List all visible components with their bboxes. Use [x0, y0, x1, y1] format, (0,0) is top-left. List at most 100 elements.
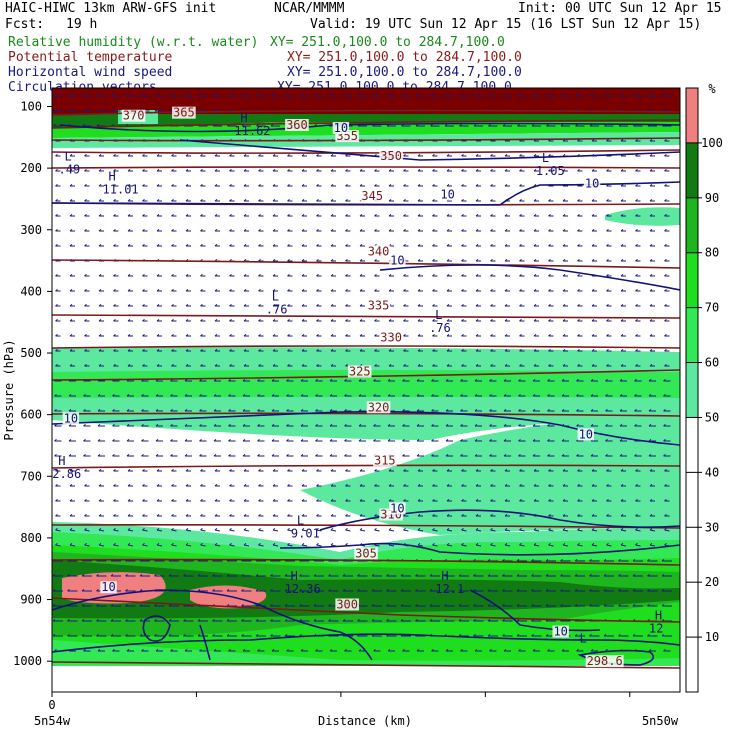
vector-arrow-head [258, 229, 261, 232]
vector-arrow-head [301, 364, 305, 367]
vector-arrow-head [633, 94, 636, 97]
vector-arrow-head [359, 528, 363, 531]
vector-arrow-head [141, 439, 144, 442]
vector-arrow-head [271, 439, 275, 442]
vector-arrow-head [516, 634, 520, 637]
vector-arrow-head [446, 364, 450, 367]
vector-arrow-head [242, 439, 246, 442]
vector-arrow-head [561, 409, 565, 412]
vector-arrow-head [156, 229, 160, 232]
vector-arrow-head [590, 454, 594, 457]
vector-arrow-head [113, 184, 116, 187]
vector-arrow-head [214, 214, 218, 217]
vector-arrow-head [55, 274, 58, 277]
vector-arrow-head [301, 528, 305, 531]
vector-arrow-head [388, 528, 392, 531]
vector-arrow-head [313, 574, 317, 577]
vector-arrow [287, 544, 293, 547]
vector-arrow-head [374, 289, 377, 292]
vector-arrow [446, 544, 453, 547]
vector-arrow-head [417, 214, 421, 217]
vector-arrow-head [316, 199, 319, 202]
vector-arrow-head [503, 424, 507, 427]
vector-arrow [185, 544, 192, 547]
vector-arrow-head [53, 109, 56, 112]
vector-arrow-head [287, 199, 290, 202]
vector-arrow-head [606, 528, 609, 531]
vector-arrow-head [84, 319, 87, 322]
vector-arrow-head [156, 514, 160, 517]
vector-arrow-head [271, 379, 275, 382]
vector-arrow-head [315, 424, 318, 427]
vector-arrow-head [431, 409, 434, 412]
vector-arrow-head [388, 319, 392, 322]
vector-arrow-head [561, 394, 565, 397]
vector-arrow [55, 544, 61, 547]
vector-arrow-head [533, 289, 537, 292]
vector-arrow-head [589, 94, 593, 97]
vector-arrow-head [664, 274, 667, 277]
vector-arrow-head [84, 229, 87, 232]
theta-label: 330 [380, 331, 402, 345]
vector-arrow-head [184, 439, 188, 442]
vector-arrow-head [287, 528, 290, 531]
wind-label: 10 [101, 580, 115, 594]
vector-arrow-head [330, 499, 334, 502]
vector-arrow-head [402, 379, 405, 382]
vector-arrow-head [606, 229, 609, 232]
vector-arrow-head [633, 109, 636, 112]
vector-arrow-head [517, 94, 520, 97]
vector-arrow-head [664, 499, 667, 502]
theta-label: 340 [368, 244, 390, 258]
vector-arrow-head [604, 94, 607, 97]
vector-arrow-head [272, 154, 276, 157]
vector-arrow-head [548, 514, 551, 517]
colorbar-tick-label: 90 [705, 191, 719, 205]
vector-arrow-head [475, 319, 479, 322]
x-tick-label: 0 [48, 698, 55, 712]
vector-arrow-head [430, 124, 433, 127]
vector-arrow-head [345, 199, 348, 202]
vector-arrow-head [287, 334, 290, 337]
vector-arrow-head [620, 169, 624, 172]
vector-arrow-head [648, 394, 652, 397]
vector-arrow-head [185, 528, 189, 531]
vector-arrow-head [606, 244, 609, 247]
vector-arrow-head [504, 244, 508, 247]
vector-arrow-head [647, 634, 650, 637]
vector-arrow-head [358, 649, 362, 652]
vector-arrow-head [635, 244, 638, 247]
vector-arrow-head [127, 484, 131, 487]
vector-arrow-head [432, 364, 435, 367]
vector-arrow-head [301, 274, 305, 277]
vector-arrow-head [98, 334, 102, 337]
vector-arrow-head [183, 619, 186, 622]
vector-arrow [475, 544, 482, 547]
vector-arrow-head [286, 379, 289, 382]
vector-arrow-head [620, 319, 624, 322]
vector-arrow-head [113, 334, 116, 337]
vector-arrow-head [548, 274, 551, 277]
vector-arrow-head [300, 394, 304, 397]
vector-arrow-head [242, 649, 246, 652]
vector-arrow-head [229, 349, 232, 352]
vector-arrow-head [475, 214, 479, 217]
vector-arrow-head [98, 214, 102, 217]
vector-arrow-head [139, 619, 143, 622]
vector-arrow-head [229, 229, 232, 232]
vector-arrow-head [431, 424, 434, 427]
vector-arrow-head [241, 604, 244, 607]
vector-arrow-head [96, 574, 99, 577]
vector-arrow-head [110, 574, 114, 577]
vector-arrow-head [83, 394, 86, 397]
vector-arrow-head [473, 589, 476, 592]
vector-arrow-head [111, 124, 114, 127]
vector-arrow-head [55, 364, 58, 367]
vector-arrow-head [314, 94, 317, 97]
vector-arrow-head [343, 94, 346, 97]
vector-arrow-head [69, 469, 73, 472]
vector-arrow-head [562, 469, 566, 472]
vector-arrow-head [229, 244, 232, 247]
vector-arrow-head [475, 334, 479, 337]
vector-arrow-head [445, 424, 449, 427]
